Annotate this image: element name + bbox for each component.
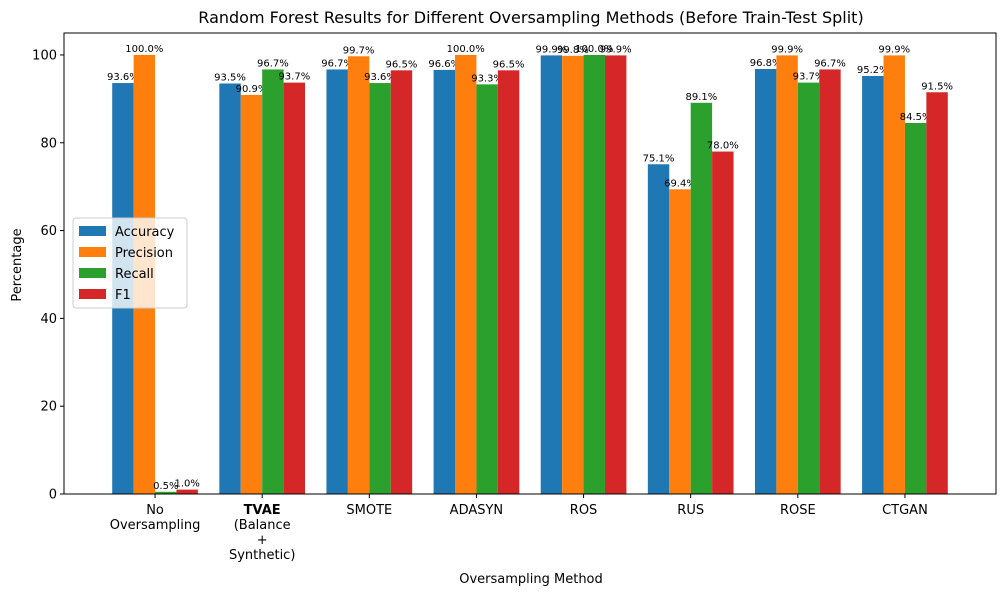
data-label: 78.0% bbox=[707, 141, 739, 152]
bar-precision-1 bbox=[240, 94, 263, 495]
bar-f1-7 bbox=[926, 92, 948, 495]
data-label: 93.5% bbox=[214, 72, 246, 83]
data-label: 100.0% bbox=[575, 44, 613, 55]
x-tick-label: ROS bbox=[570, 503, 598, 518]
bar-recall-0 bbox=[155, 491, 177, 494]
data-label: 93.3% bbox=[471, 73, 503, 84]
legend-swatch-f1 bbox=[79, 289, 106, 299]
data-label: 93.7% bbox=[793, 72, 825, 83]
bar-recall-7 bbox=[904, 123, 927, 494]
data-label: 99.9% bbox=[878, 44, 910, 55]
data-label: 96.8% bbox=[750, 58, 782, 69]
data-label: 99.9% bbox=[771, 44, 803, 55]
x-tick-label: Synthetic) bbox=[229, 548, 295, 563]
bar-precision-7 bbox=[883, 55, 905, 495]
data-label: 69.4% bbox=[664, 178, 696, 189]
bar-accuracy-1 bbox=[219, 83, 241, 494]
y-tick-label: 60 bbox=[40, 224, 57, 239]
bar-f1-4 bbox=[604, 55, 627, 495]
bar-accuracy-5 bbox=[647, 164, 670, 494]
plot-area: 93.6% 93.5% 96.7% 96.6% 99.9% 75.1% 96.8% 95.2%… bbox=[32, 32, 997, 563]
bar-recall-1 bbox=[262, 69, 284, 494]
legend: Accuracy Precision Recall F1 bbox=[72, 217, 188, 309]
data-label: 90.9% bbox=[236, 84, 268, 95]
bar-f1-3 bbox=[497, 70, 520, 495]
y-tick-label: 40 bbox=[40, 312, 57, 327]
x-axis-title: Oversampling Method bbox=[459, 572, 603, 587]
x-tick-label: No bbox=[146, 503, 164, 518]
legend-swatch-accuracy bbox=[79, 226, 106, 236]
legend-box bbox=[72, 217, 188, 309]
bar-recall-5 bbox=[690, 102, 713, 495]
x-tick-label: RUS bbox=[677, 503, 704, 518]
x-tick-label: SMOTE bbox=[346, 503, 392, 518]
data-label: 96.7% bbox=[257, 58, 289, 69]
legend-label-accuracy: Accuracy bbox=[115, 225, 175, 240]
data-label: 100.0% bbox=[125, 44, 163, 55]
data-label: 95.2% bbox=[857, 65, 889, 76]
bar-recall-4 bbox=[583, 54, 605, 494]
bar-accuracy-3 bbox=[433, 69, 456, 494]
bar-f1-6 bbox=[819, 69, 841, 494]
x-tick-label: ADASYN bbox=[450, 503, 504, 518]
bar-recall-6 bbox=[797, 82, 820, 495]
data-label: 75.1% bbox=[643, 153, 675, 164]
bar-recall-3 bbox=[476, 84, 498, 495]
legend-swatch-recall bbox=[79, 268, 106, 278]
data-label: 1.0% bbox=[174, 479, 199, 490]
data-label: 93.6% bbox=[364, 72, 396, 83]
x-tick-label: TVAE bbox=[244, 503, 281, 518]
data-label: 96.7% bbox=[321, 58, 353, 69]
y-tick-label: 80 bbox=[40, 136, 57, 151]
y-axis-title: Percentage bbox=[10, 228, 25, 301]
bar-precision-5 bbox=[669, 189, 691, 494]
legend-label-recall: Recall bbox=[115, 267, 154, 282]
data-label: 91.5% bbox=[921, 81, 953, 92]
x-tick-label: + bbox=[257, 533, 268, 548]
data-label: 96.5% bbox=[386, 59, 418, 70]
data-label: 93.6% bbox=[107, 72, 139, 83]
data-label: 96.5% bbox=[493, 59, 525, 70]
x-tick-label: CTGAN bbox=[882, 503, 928, 518]
data-label: 84.5% bbox=[900, 112, 932, 123]
data-label: 100.0% bbox=[447, 44, 485, 55]
data-label: 96.6% bbox=[428, 59, 460, 70]
x-tick-label: ROSE bbox=[780, 503, 816, 518]
data-label: 99.9% bbox=[536, 44, 568, 55]
bar-recall-2 bbox=[369, 83, 391, 495]
chart-title: Random Forest Results for Different Over… bbox=[198, 8, 863, 27]
data-label: 99.9% bbox=[600, 44, 632, 55]
bar-precision-3 bbox=[455, 54, 477, 494]
legend-label-f1: F1 bbox=[115, 288, 131, 303]
data-label: 89.1% bbox=[686, 92, 718, 103]
data-label: 0.5% bbox=[153, 481, 178, 492]
bar-precision-4 bbox=[562, 55, 584, 494]
x-tick-label: (Balance bbox=[234, 518, 291, 533]
data-label: 93.7% bbox=[278, 72, 310, 83]
data-label: 99.8% bbox=[557, 45, 589, 56]
legend-swatch-precision bbox=[79, 247, 106, 257]
bar-precision-2 bbox=[347, 56, 370, 494]
bar-f1-2 bbox=[390, 70, 413, 495]
bar-f1-0 bbox=[176, 489, 198, 494]
bar-accuracy-2 bbox=[326, 69, 348, 494]
bar-accuracy-4 bbox=[540, 55, 563, 495]
plot-frame bbox=[63, 32, 997, 495]
y-tick-label: 0 bbox=[49, 488, 57, 503]
data-label: 99.7% bbox=[343, 45, 375, 56]
data-label: 96.7% bbox=[814, 58, 846, 69]
bar-accuracy-7 bbox=[862, 76, 884, 494]
y-tick-label: 20 bbox=[40, 400, 57, 415]
legend-label-precision: Precision bbox=[115, 246, 173, 261]
bar-precision-6 bbox=[776, 55, 798, 495]
y-tick-label: 100 bbox=[32, 48, 57, 63]
bar-accuracy-6 bbox=[754, 69, 777, 495]
x-tick-label: Oversampling bbox=[110, 518, 201, 533]
bar-f1-1 bbox=[283, 82, 306, 495]
bar-f1-5 bbox=[712, 151, 734, 495]
